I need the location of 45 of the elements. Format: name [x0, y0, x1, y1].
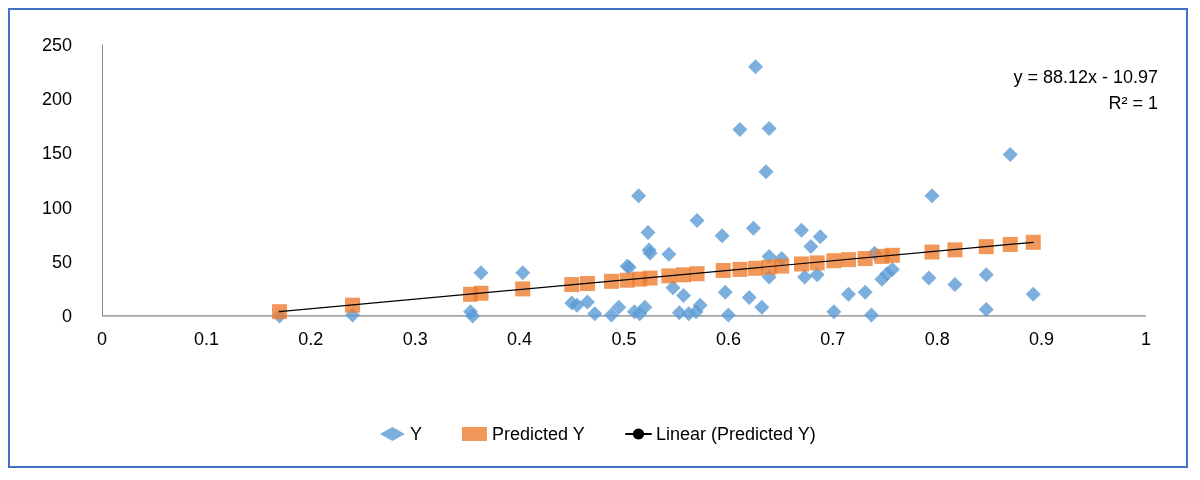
- x-tick-label: 0.9: [1029, 329, 1055, 349]
- y-tick-label: 200: [41, 89, 72, 110]
- point: [857, 251, 873, 267]
- point: [732, 261, 748, 277]
- point: [774, 258, 790, 274]
- point: [564, 277, 580, 293]
- legend-label: Linear (Predicted Y): [655, 424, 816, 444]
- y-tick-label: 250: [41, 35, 72, 55]
- point: [809, 255, 825, 271]
- annotation: R² = 1: [1108, 93, 1159, 113]
- x-tick-label: 0.4: [507, 329, 533, 349]
- x-tick-label: 0.5: [611, 329, 637, 349]
- x-tick-label: 0.2: [298, 329, 324, 349]
- x-tick-label: 0.1: [193, 329, 219, 349]
- point: [715, 262, 731, 278]
- point: [840, 252, 856, 268]
- point: [978, 239, 994, 255]
- point: [661, 268, 677, 284]
- x-tick-label: 0.3: [402, 329, 428, 349]
- y-tick-label: 0: [61, 306, 72, 326]
- point: [603, 273, 619, 289]
- point: [793, 256, 809, 272]
- point: [271, 304, 287, 320]
- point: [345, 297, 361, 313]
- x-tick-label: 0.6: [715, 329, 741, 349]
- x-tick-label: 0.7: [820, 329, 846, 349]
- x-tick-label: 1: [1140, 329, 1152, 349]
- x-tick-label: 0.8: [924, 329, 950, 349]
- point: [579, 275, 595, 291]
- y-tick-label: 150: [41, 143, 72, 164]
- x-tick-label: 0: [96, 329, 108, 349]
- point: [515, 281, 531, 297]
- point: [826, 253, 842, 269]
- point: [947, 242, 963, 258]
- point: [473, 285, 489, 301]
- point: [689, 266, 705, 282]
- point: [884, 247, 900, 263]
- legend-label: Y: [409, 424, 422, 444]
- y-tick-label: 50: [51, 251, 72, 272]
- y-tick-label: 100: [41, 197, 72, 218]
- point: [1025, 234, 1041, 250]
- annotation: y = 88.12x - 10.97: [1013, 67, 1159, 87]
- point: [1002, 236, 1018, 252]
- point: [924, 244, 940, 260]
- legend-label: Predicted Y: [491, 424, 585, 444]
